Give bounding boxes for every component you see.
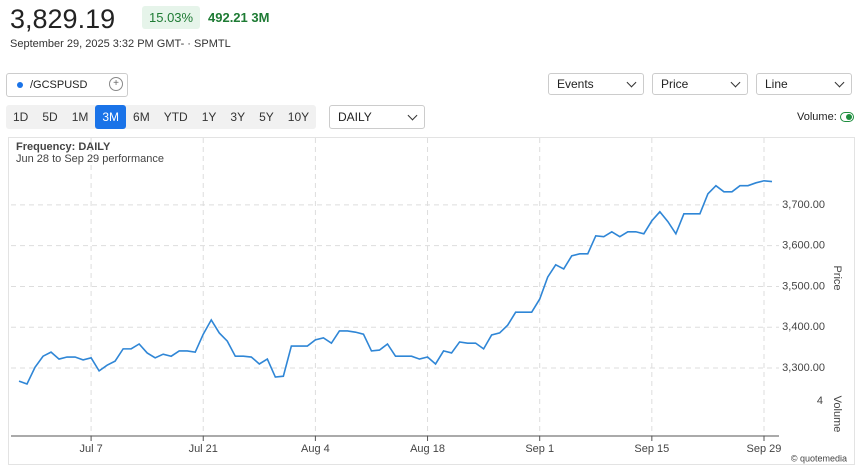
- symbol-dot: [17, 82, 23, 88]
- symbol-chip[interactable]: /GCSPUSD +: [6, 73, 128, 97]
- x-tick-label: Aug 4: [301, 443, 330, 455]
- chart-subtitle: Jun 28 to Sep 29 performance: [16, 153, 164, 165]
- volume-control[interactable]: Volume:: [797, 111, 854, 123]
- symbol: /GCSPUSD: [30, 79, 88, 91]
- y-tick-label: 3,500.00: [782, 280, 825, 292]
- x-tick-label: Sep 15: [634, 443, 669, 455]
- timestamp: September 29, 2025 3:32 PM GMT- · SPMTL: [10, 38, 231, 50]
- add-symbol[interactable]: +: [109, 77, 123, 91]
- y-tick-label: 3,300.00: [782, 362, 825, 374]
- last-price: 3,829.19: [10, 4, 116, 34]
- x-tick-label: Jul 21: [189, 443, 218, 455]
- chart-title: Frequency: DAILY: [16, 141, 111, 153]
- style-dropdown[interactable]: Line: [756, 73, 852, 95]
- y2-tick-label: 4: [817, 395, 823, 407]
- range-button[interactable]: 1M: [71, 110, 89, 124]
- range-button[interactable]: 3M: [95, 105, 127, 129]
- range-button[interactable]: 1Y: [201, 110, 217, 124]
- y-tick-label: 3,600.00: [782, 240, 825, 252]
- interval-dropdown[interactable]: DAILY: [329, 105, 425, 129]
- style-label: Line: [765, 77, 788, 91]
- x-tick-label: Sep 29: [747, 443, 782, 455]
- y2-axis-label: Volume: [831, 396, 843, 433]
- y-axis-label: Price: [831, 265, 843, 290]
- range-button[interactable]: 3Y: [230, 110, 246, 124]
- range-group: 1D 5D 1M 3M 6M YTD 1Y 3Y 5Y 10Y: [6, 105, 317, 129]
- range-button[interactable]: 5D: [42, 110, 58, 124]
- y-tick-label: 3,400.00: [782, 321, 825, 333]
- price-dropdown[interactable]: Price: [652, 73, 748, 95]
- volume-label: Volume:: [797, 111, 837, 123]
- credit: © quotemedia: [791, 453, 847, 463]
- events-label: Events: [557, 77, 594, 91]
- y-tick-label: 3,700.00: [782, 199, 825, 211]
- x-tick-label: Aug 18: [410, 443, 445, 455]
- price-label: Price: [661, 77, 689, 91]
- x-tick-label: Sep 1: [525, 443, 554, 455]
- chart: Sep 29 Sep 15 Sep 1 Aug 18 Aug 4 Jul 21 Jul 7 3…: [8, 137, 855, 465]
- volume-toggle[interactable]: [839, 112, 854, 122]
- change: 492.21 3M: [208, 10, 270, 25]
- range-button[interactable]: 5Y: [259, 110, 274, 124]
- range-button[interactable]: 6M: [133, 110, 150, 124]
- range-button[interactable]: YTD: [163, 110, 188, 124]
- change-percent: 15.03%: [142, 6, 201, 29]
- events-dropdown[interactable]: Events: [548, 73, 644, 95]
- range-button[interactable]: 1D: [13, 110, 29, 124]
- range-button[interactable]: 10Y: [287, 110, 310, 124]
- interval-label: DAILY: [338, 110, 372, 124]
- price-line: [18, 179, 773, 385]
- x-tick-label: Jul 7: [79, 443, 102, 455]
